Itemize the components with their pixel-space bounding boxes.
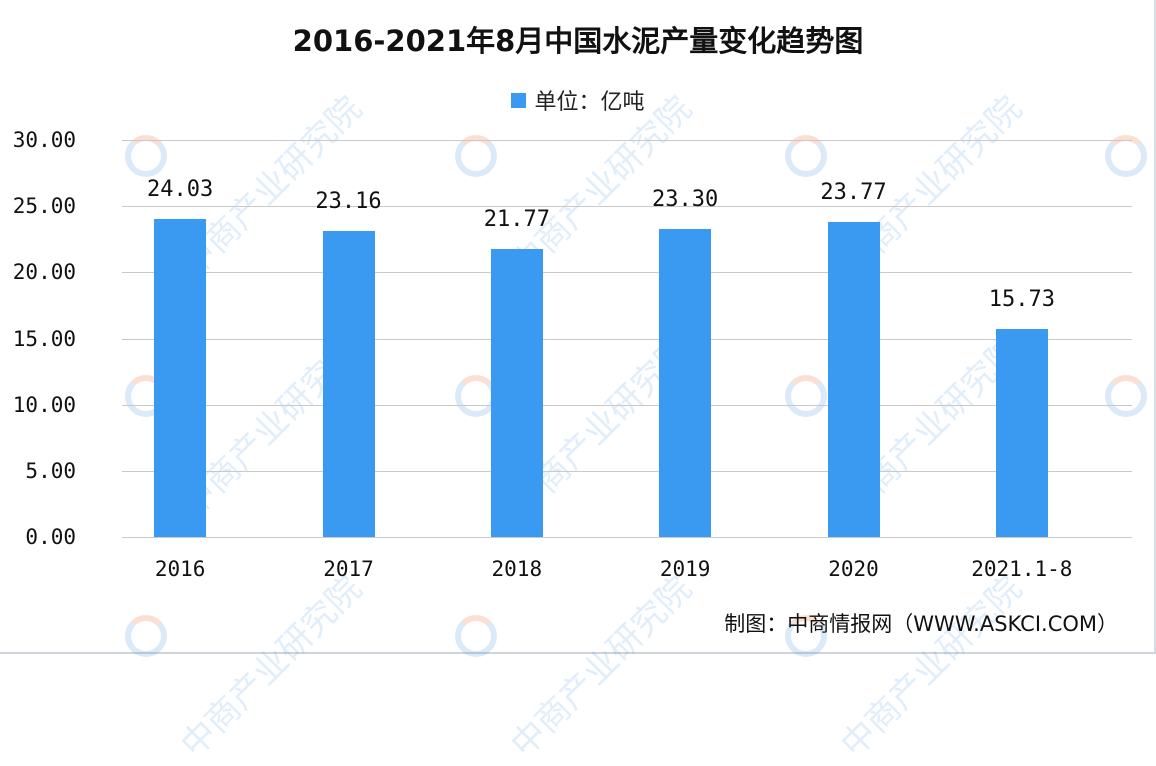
x-tick-label: 2017: [323, 557, 374, 581]
bar-value-label: 21.77: [483, 206, 550, 232]
bar-value-label: 23.30: [652, 186, 719, 212]
legend-label: 单位：亿吨: [534, 90, 645, 115]
bar-2021.1-8: [995, 328, 1048, 537]
y-tick-label: 15.00: [12, 326, 76, 351]
y-tick-label: 5.00: [25, 458, 76, 483]
y-tick-label: 20.00: [12, 260, 76, 285]
y-tick-label: 30.00: [12, 128, 76, 152]
chart-title: 2016-2021年8月中国水泥产量变化趋势图: [292, 24, 864, 58]
bar-value-label: 15.73: [988, 286, 1055, 312]
gridline: [122, 140, 1132, 141]
gridline: [122, 272, 1132, 274]
x-tick-label: 2021.1-8: [971, 557, 1073, 581]
gridline: [122, 537, 1132, 538]
y-tick-label: 0.00: [25, 525, 76, 549]
bar-2016: [154, 219, 207, 537]
bar-2020: [827, 222, 880, 537]
gridline: [122, 404, 1132, 406]
y-tick-label: 25.00: [12, 194, 76, 219]
gridline: [122, 470, 1132, 472]
legend: 单位：亿吨: [0, 84, 1156, 116]
bar-2019: [659, 228, 712, 537]
bar-value-label: 24.03: [147, 177, 214, 202]
y-tick-label: 10.00: [12, 392, 76, 417]
legend-swatch-icon: [511, 92, 527, 108]
x-tick-label: 2016: [154, 557, 206, 581]
bar-value-label: 23.77: [820, 180, 887, 206]
bar-2017: [322, 230, 375, 537]
source-credit: 制图：中商情报网（WWW.ASKCI.COM）: [724, 612, 1118, 636]
bar-value-label: 23.16: [315, 188, 382, 214]
chart-frame: [0, 0, 1156, 654]
gridline: [122, 206, 1132, 208]
bar-2018: [490, 248, 543, 537]
x-tick-label: 2019: [659, 557, 711, 581]
gridline: [122, 338, 1132, 340]
x-tick-label: 2018: [491, 557, 543, 581]
plot-area: 0.00 5.00 10.00 15.00 20.00 25.00 30.00 24.03 23…: [13, 128, 1132, 549]
x-tick-label: 2020: [828, 557, 879, 581]
